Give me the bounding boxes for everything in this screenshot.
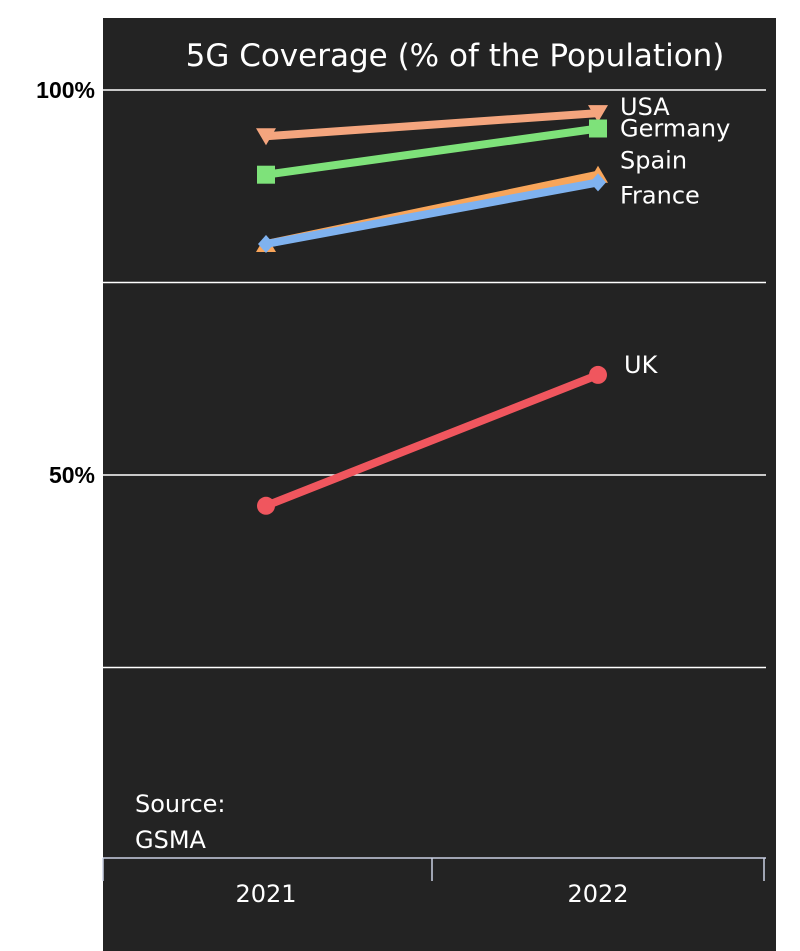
chart-title: 5G Coverage (% of the Population): [186, 38, 725, 74]
series-label: France: [620, 181, 700, 209]
y-tick-label: 50%: [49, 462, 95, 488]
x-tick-label: 2022: [567, 880, 628, 908]
series-germany: Germany: [257, 115, 730, 184]
x-tick-label: 2021: [235, 880, 296, 908]
source-label: Source:: [135, 790, 226, 818]
data-point: [257, 165, 275, 184]
plot-background: [103, 18, 776, 951]
gridlines: [103, 89, 766, 669]
x-axis: 2021 2022: [102, 857, 766, 908]
series-uk: UK: [257, 351, 659, 515]
y-axis-ticks: 100% 50%: [36, 77, 95, 488]
series-line: [262, 109, 602, 141]
series-line: [262, 178, 602, 248]
series-label: Germany: [620, 115, 730, 143]
series-france: France: [258, 173, 700, 253]
series-label: UK: [624, 351, 659, 379]
data-point: [590, 173, 606, 192]
data-point: [256, 128, 276, 146]
data-point: [588, 105, 608, 123]
data-point: [258, 235, 274, 253]
data-point: [257, 496, 275, 515]
data-point: [589, 365, 607, 384]
data-point: [589, 119, 607, 138]
series-line: [262, 370, 602, 510]
y-tick-label: 100%: [36, 77, 95, 103]
series-usa: USA: [256, 93, 670, 146]
series-label: Spain: [620, 147, 687, 175]
source-name: GSMA: [135, 826, 207, 854]
series-line: [262, 124, 602, 179]
source-note: Source: GSMA: [135, 790, 226, 854]
series-label: USA: [620, 93, 670, 121]
